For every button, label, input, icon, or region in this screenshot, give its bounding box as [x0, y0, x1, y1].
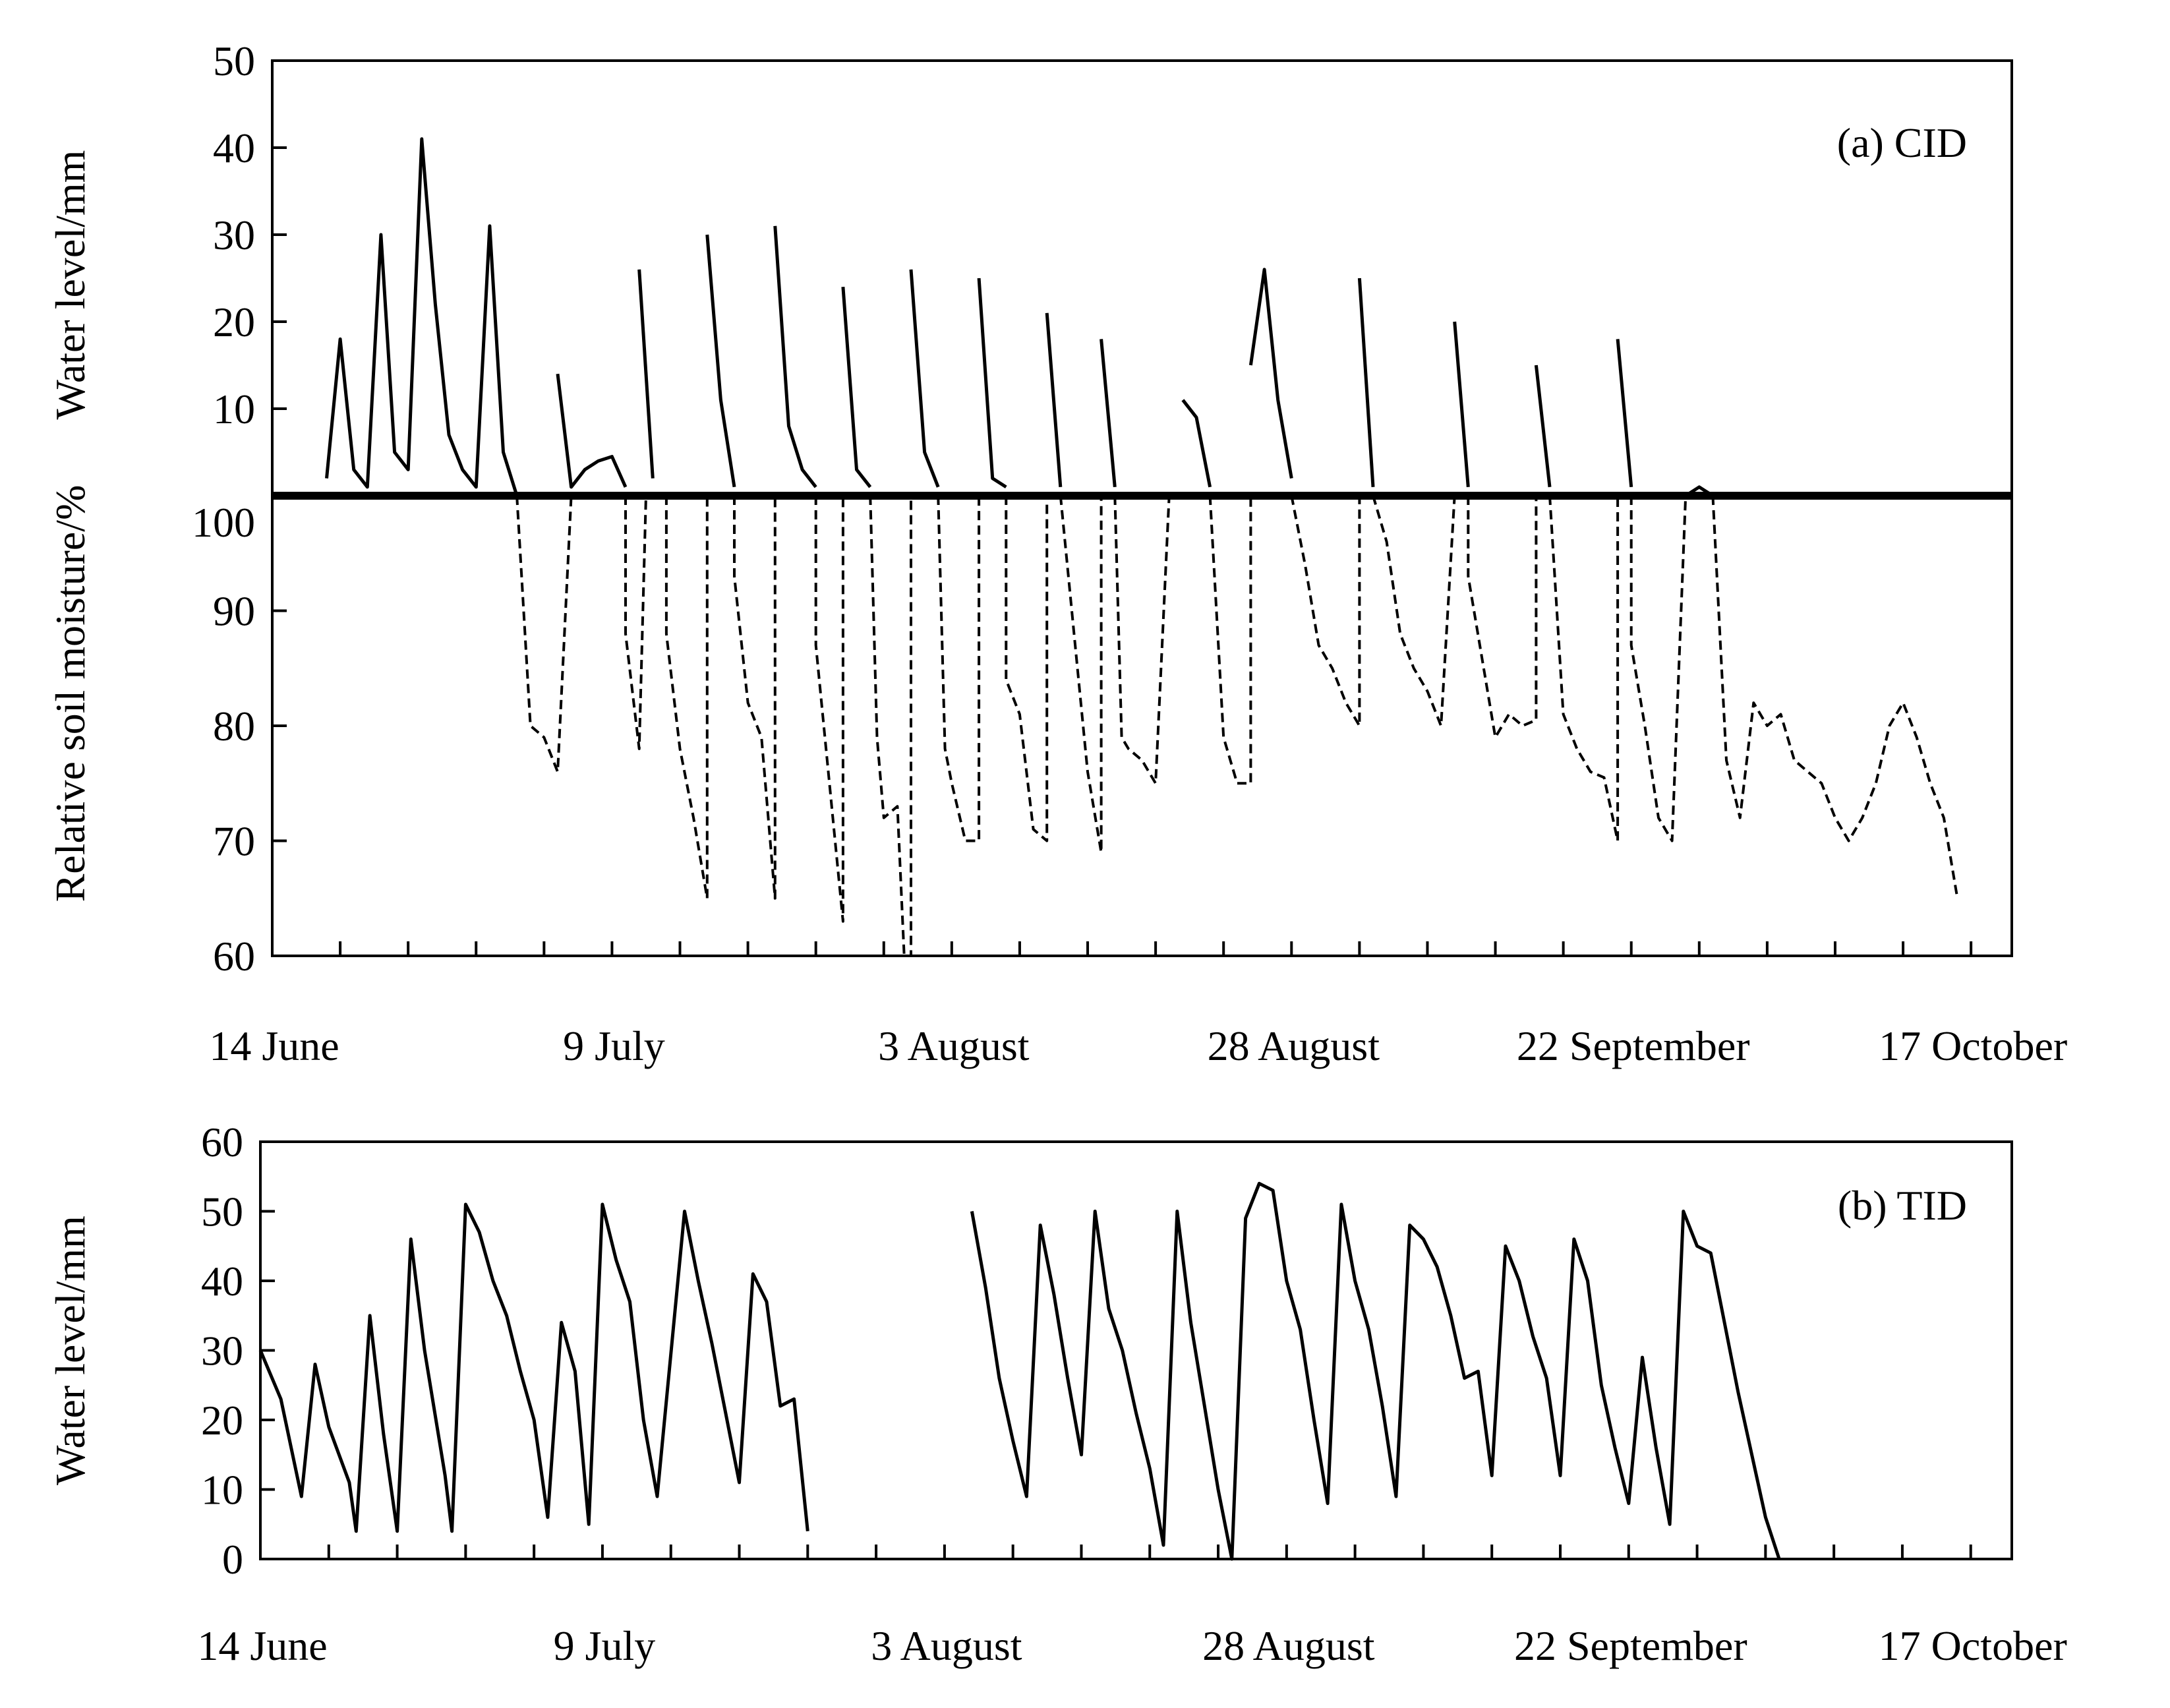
panel-a-water-level-axis-title: Water level/mm	[47, 150, 94, 420]
panel-a-soil-moisture-line	[624, 495, 647, 750]
panel-a-upper-y-tick-label: 20	[213, 299, 255, 345]
panel-a-water-level-line	[1453, 321, 1470, 488]
panel-a-water-level-line	[1616, 339, 1633, 488]
panel-a-soil-moisture-line	[1290, 495, 1361, 727]
panel-b-x-tick-label: 9 July	[554, 1622, 656, 1669]
panel-a-soil-moisture-line	[1711, 495, 1959, 899]
panel-b-y-tick-label: 60	[201, 1119, 243, 1165]
panel-a-water-level-line	[1357, 278, 1375, 487]
panel-a-upper-y-tick-label: 30	[213, 212, 255, 258]
panel-a-x-tick-label: 22 September	[1517, 1022, 1750, 1069]
panel-b-y-tick-label: 0	[222, 1536, 243, 1583]
panel-a-water-level-line	[773, 225, 817, 488]
panel-a-water-level-line	[556, 373, 628, 489]
panel-b-plot-frame	[259, 1140, 2013, 1560]
panel-a-water-level-line	[909, 269, 940, 488]
panel-a-soil-moisture-line	[1467, 496, 1538, 739]
panel-b-x-tick-label: 3 August	[871, 1622, 1022, 1669]
panel-a-soil-moisture-line	[515, 495, 573, 773]
panel-b-y-ticks: 0 10 20 30 40 50 60	[201, 1119, 275, 1583]
panel-a-soil-moisture-line	[1629, 495, 1687, 842]
panel-b-x-tick-label: 17 October	[1879, 1622, 2067, 1669]
panel-b-y-tick-label: 50	[201, 1189, 243, 1235]
panel-b-water-level-line	[258, 1202, 809, 1533]
panel-a-water-level-line	[1534, 365, 1552, 488]
panel-a-x-ticks: 14 June 9 July 3 August 28 August 22 Septemb…	[209, 941, 2067, 1069]
panel-a-lower-y-tick-label: 90	[213, 588, 255, 635]
panel-a-upper-y-tick-label: 10	[213, 386, 255, 432]
panel-a-water-level-y-ticks: 10 20 30 40 50	[213, 38, 287, 432]
panel-a-soil-moisture-y-ticks: 60 70 80 90 100	[192, 494, 287, 980]
panel-a-soil-moisture-line	[869, 495, 912, 957]
panel-a-soil-moisture-line	[664, 496, 709, 900]
panel-a-soil-moisture-line	[1548, 495, 1620, 842]
panel-a-water-level-line	[705, 234, 736, 488]
panel-a-soil-moisture-line	[1208, 495, 1252, 785]
panel-a-lower-y-tick-label: 100	[192, 499, 255, 546]
panel-a-water-level-line	[325, 137, 519, 496]
panel-b-tid: 0 10 20 30 40 50 60 14 June 9 July 3 August 28 Au…	[47, 1119, 2067, 1669]
panel-b-water-level-line	[970, 1181, 1781, 1561]
panel-b-y-tick-label: 10	[201, 1467, 243, 1514]
panel-a-upper-y-tick-label: 40	[213, 125, 255, 171]
panel-b-x-tick-label: 22 September	[1514, 1622, 1747, 1669]
panel-a-soil-moisture-line	[733, 496, 777, 900]
panel-a-x-tick-label: 9 July	[563, 1022, 665, 1069]
panel-a-lower-y-tick-label: 60	[213, 933, 255, 980]
panel-a-x-tick-label: 28 August	[1208, 1022, 1380, 1069]
panel-a-lower-y-tick-label: 70	[213, 818, 255, 865]
panel-a-soil-moisture-series	[515, 495, 1959, 957]
panel-a-soil-moisture-line	[1372, 495, 1456, 727]
panel-a-soil-moisture-line	[937, 495, 981, 842]
panel-a-x-tick-label: 17 October	[1879, 1022, 2067, 1069]
panel-b-water-level-axis-title: Water level/mm	[47, 1216, 94, 1485]
panel-a-water-level-line	[1045, 312, 1063, 487]
panel-a-water-level-line	[1684, 485, 1714, 498]
panel-a-water-level-line	[1181, 399, 1212, 488]
panel-a-water-level-line	[1100, 339, 1117, 488]
panel-a-x-tick-label: 3 August	[878, 1022, 1030, 1069]
panel-a-water-level-line	[1248, 268, 1293, 479]
panel-a-label: (a) CID	[1837, 119, 1967, 166]
panel-a-cid: 10 20 30 40 50 60 70 80 90 100 14 June 9 July 3 Au…	[47, 38, 2067, 1069]
panel-a-water-level-line	[977, 278, 1007, 488]
panel-a-soil-moisture-axis-title: Relative soil moisture/%	[47, 485, 94, 902]
panel-a-lower-y-tick-label: 80	[213, 703, 255, 750]
panel-b-y-tick-label: 20	[201, 1397, 243, 1444]
panel-b-y-tick-label: 30	[201, 1328, 243, 1374]
panel-a-soil-moisture-line	[1005, 496, 1049, 842]
panel-a-soil-moisture-line	[814, 496, 844, 923]
panel-a-water-level-line	[841, 287, 872, 488]
panel-b-label: (b) TID	[1838, 1182, 1967, 1229]
panel-a-plot-frame	[271, 59, 2013, 957]
panel-a-soil-moisture-line	[1113, 495, 1171, 785]
panel-b-x-tick-label: 28 August	[1202, 1622, 1375, 1669]
panel-a-water-level-series	[325, 137, 1714, 498]
panel-b-water-level-series	[258, 1181, 1781, 1561]
panel-a-upper-y-tick-label: 50	[213, 38, 255, 84]
panel-b-x-tick-label: 14 June	[197, 1622, 327, 1669]
panel-b-x-ticks: 14 June 9 July 3 August 28 August 22 Septemb…	[197, 1545, 2067, 1669]
panel-a-x-tick-label: 14 June	[209, 1022, 339, 1069]
panel-a-soil-moisture-line	[1059, 495, 1103, 854]
panel-a-water-level-line	[637, 269, 655, 479]
panel-b-y-tick-label: 40	[201, 1258, 243, 1305]
